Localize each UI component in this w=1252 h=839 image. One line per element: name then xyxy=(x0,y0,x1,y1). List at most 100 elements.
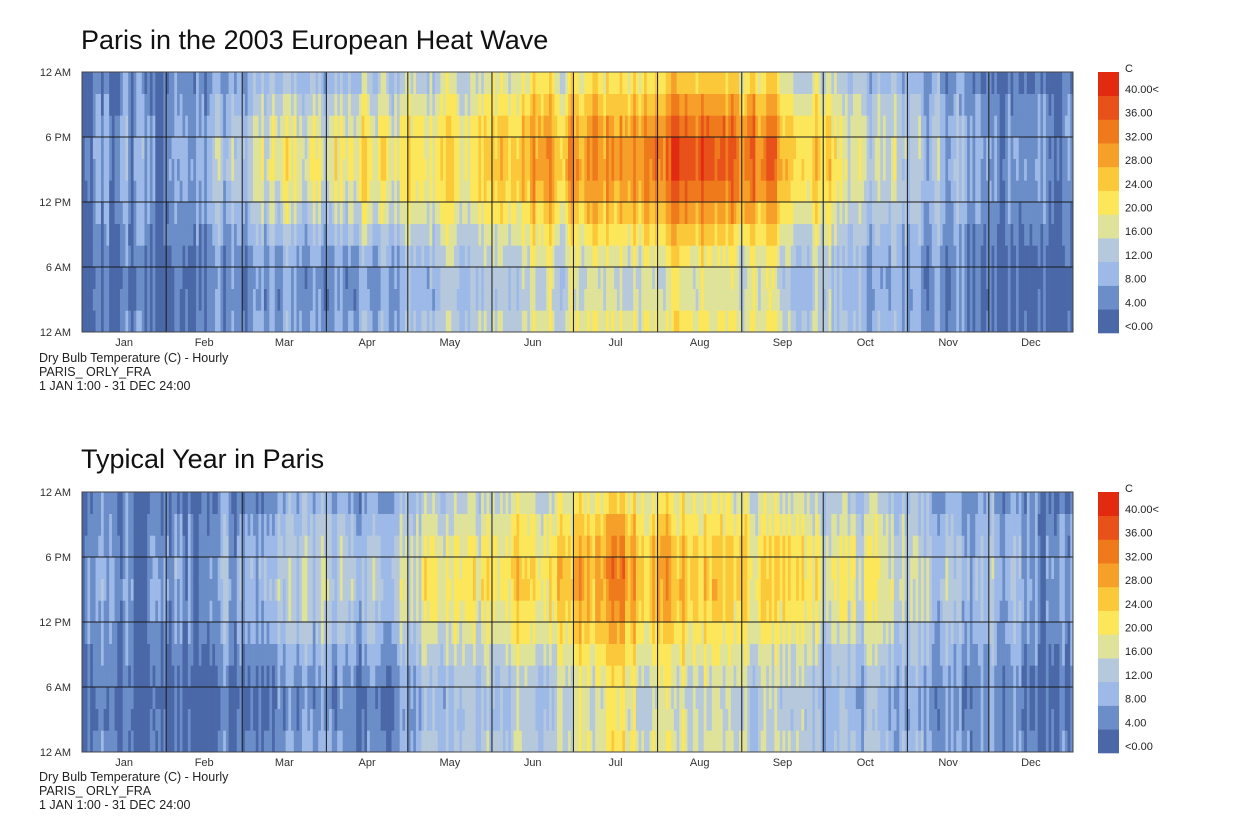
heatmap-cell xyxy=(1051,223,1055,246)
heatmap-cell xyxy=(185,288,189,311)
heatmap-cell xyxy=(948,115,952,138)
heatmap-cell xyxy=(500,202,504,225)
heatmap-cell xyxy=(247,202,251,225)
heatmap-cell xyxy=(280,137,284,160)
heatmap-cell xyxy=(160,158,164,181)
heatmap-cell xyxy=(676,223,680,246)
heatmap-cell xyxy=(486,180,490,203)
heatmap-cell xyxy=(125,557,129,580)
heatmap-cell xyxy=(635,93,639,116)
heatmap-cell xyxy=(467,72,471,95)
heatmap-cell xyxy=(1053,115,1058,138)
heatmap-cell xyxy=(695,137,699,160)
heatmap-cell xyxy=(904,158,908,181)
heatmap-cell xyxy=(136,492,140,515)
heatmap-cell xyxy=(1018,180,1022,203)
heatmap-cell xyxy=(432,158,436,181)
heatmap-cell xyxy=(988,288,992,311)
heatmap-cell xyxy=(573,93,577,116)
heatmap-cell xyxy=(695,202,699,225)
heatmap-cell xyxy=(728,158,732,181)
heatmap-cell xyxy=(198,600,202,623)
heatmap-cell xyxy=(801,267,805,290)
heatmap-cell xyxy=(722,223,726,246)
heatmap-cell xyxy=(823,267,827,290)
heatmap-cell xyxy=(182,730,186,753)
heatmap-cell xyxy=(429,267,433,290)
heatmap-cell xyxy=(744,223,748,246)
heatmap-cell xyxy=(451,72,455,95)
heatmap-cell xyxy=(725,202,729,225)
heatmap-cell xyxy=(714,115,718,138)
heatmap-cell xyxy=(106,245,110,268)
heatmap-cell xyxy=(261,245,265,268)
heatmap-cell xyxy=(961,137,965,160)
heatmap-cell xyxy=(942,202,946,225)
heatmap-cell xyxy=(500,310,504,333)
legend-label: 40.00< xyxy=(1125,84,1159,96)
heatmap-cell xyxy=(90,535,94,558)
heatmap-cell xyxy=(92,687,96,710)
heatmap-cell xyxy=(606,137,610,160)
heatmap-cell xyxy=(910,137,914,160)
heatmap-cell xyxy=(244,267,248,290)
heatmap-cell xyxy=(122,180,126,203)
heatmap-cell xyxy=(510,115,515,138)
heatmap-cell xyxy=(529,245,534,268)
heatmap-cell xyxy=(584,72,588,95)
heatmap-cell xyxy=(684,223,688,246)
heatmap-cell xyxy=(160,180,164,203)
heatmap-cell xyxy=(682,158,686,181)
heatmap-cell xyxy=(975,115,979,138)
heatmap-cell xyxy=(437,310,441,333)
heatmap-cell xyxy=(616,267,620,290)
heatmap-cell xyxy=(1067,288,1071,311)
heatmap-cell xyxy=(1007,245,1011,268)
heatmap-cell xyxy=(679,93,683,116)
heatmap-cell xyxy=(972,72,976,95)
heatmap-cell xyxy=(179,730,183,753)
heatmap-cell xyxy=(198,687,202,710)
heatmap-cell xyxy=(182,492,186,515)
heatmap-cell xyxy=(139,708,143,731)
heatmap-cell xyxy=(391,72,395,95)
heatmap-cell xyxy=(646,202,650,225)
heatmap-cell xyxy=(874,93,878,116)
heatmap-cell xyxy=(114,310,118,333)
heatmap-cell xyxy=(687,158,691,181)
heatmap-cell xyxy=(399,267,403,290)
heatmap-cell xyxy=(312,202,316,225)
heatmap-cell xyxy=(923,158,927,181)
heatmap-cell xyxy=(358,288,363,311)
heatmap-cell xyxy=(168,137,172,160)
heatmap-cell xyxy=(228,93,232,116)
heatmap-cell xyxy=(136,310,140,333)
heatmap-cell xyxy=(95,535,99,558)
heatmap-cell xyxy=(125,513,129,536)
heatmap-cell xyxy=(885,93,889,116)
heatmap-cell xyxy=(122,223,126,246)
heatmap-cell xyxy=(326,223,330,246)
heatmap-cell xyxy=(103,687,107,710)
heatmap-cell xyxy=(635,267,639,290)
heatmap-cell xyxy=(244,137,248,160)
heatmap-cell xyxy=(470,288,474,311)
heatmap-cell xyxy=(521,93,525,116)
heatmap-cell xyxy=(763,180,767,203)
heatmap-cell xyxy=(204,643,208,666)
heatmap-cell xyxy=(391,93,395,116)
heatmap-cell xyxy=(182,202,186,225)
heatmap-cell xyxy=(337,115,341,138)
heatmap-cell xyxy=(877,115,881,138)
heatmap-cell xyxy=(717,180,721,203)
heatmap-cell xyxy=(695,72,699,95)
heatmap-cell xyxy=(95,245,99,268)
heatmap-cell xyxy=(101,513,105,536)
heatmap-cell xyxy=(424,115,428,138)
heatmap-cell xyxy=(367,245,371,268)
heatmap-cell xyxy=(896,202,900,225)
heatmap-cell xyxy=(513,267,517,290)
heatmap-cell xyxy=(296,288,300,311)
heatmap-cell xyxy=(472,223,477,246)
heatmap-cell xyxy=(367,223,371,246)
